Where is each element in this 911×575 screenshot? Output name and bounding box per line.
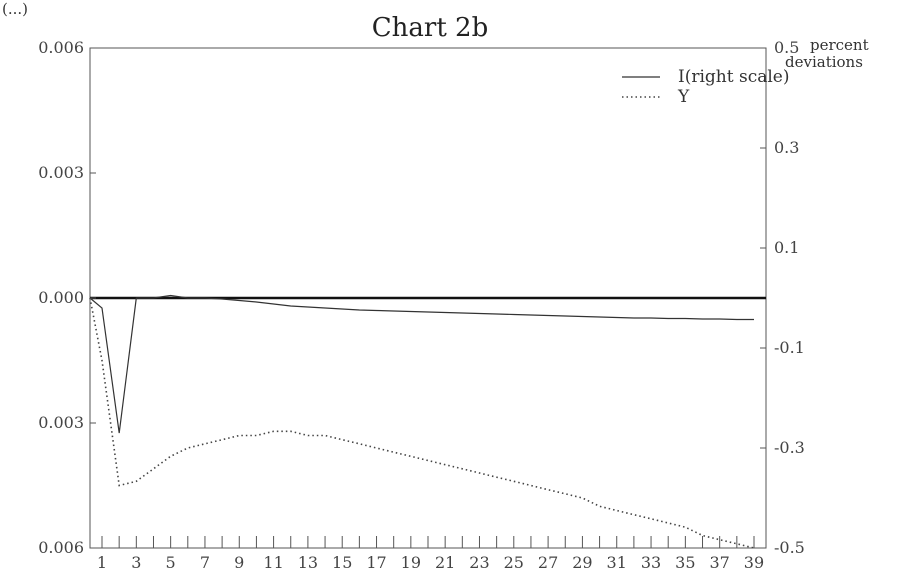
- right-axis-label-line1: percent: [810, 36, 869, 54]
- x-tick-label: 21: [435, 553, 455, 572]
- legend-label: I(right scale): [678, 67, 790, 87]
- x-tick-label: 17: [366, 553, 386, 572]
- x-tick-label: 3: [131, 553, 141, 572]
- x-tick-label: 35: [675, 553, 695, 572]
- right-tick-label: -0.5: [774, 538, 805, 557]
- series-line-investment: [89, 294, 754, 434]
- x-tick-label: 39: [744, 553, 764, 572]
- corner-label: (...): [2, 0, 28, 18]
- series-line-output: [89, 297, 755, 549]
- x-tick-label: 1: [97, 553, 107, 572]
- x-tick-label: 37: [709, 553, 729, 572]
- x-tick-label: 29: [572, 553, 592, 572]
- x-tick-label: 25: [504, 553, 524, 572]
- series-group: [89, 294, 755, 549]
- left-tick-label: 0.003: [38, 413, 84, 432]
- right-tick-label: -0.1: [774, 338, 805, 357]
- right-axis: 0.5 0.3 0.1 -0.1 -0.3 -0.5: [760, 38, 805, 557]
- x-tick-label: 11: [263, 553, 283, 572]
- left-tick-label: 0.000: [38, 288, 84, 307]
- x-tick-label: 7: [200, 553, 210, 572]
- right-axis-label-line2: deviations: [785, 53, 863, 71]
- chart-title: Chart 2b: [372, 13, 488, 43]
- left-tick-label: 0.003: [38, 163, 84, 182]
- left-tick-label: 0.006: [38, 38, 84, 57]
- left-axis: 0.006 0.003 0.000 0.003 0.006: [38, 38, 96, 557]
- left-tick-label: 0.006: [38, 538, 84, 557]
- x-tick-label: 19: [401, 553, 421, 572]
- right-tick-label: 0.5: [774, 38, 799, 57]
- legend: I(right scale)Y: [622, 67, 790, 107]
- x-tick-label: 15: [332, 553, 352, 572]
- right-tick-label: -0.3: [774, 438, 805, 457]
- x-tick-label: 5: [166, 553, 176, 572]
- x-tick-label: 13: [298, 553, 318, 572]
- x-tick-label: 31: [607, 553, 627, 572]
- right-tick-label: 0.1: [774, 238, 799, 257]
- legend-label: Y: [677, 87, 690, 107]
- right-tick-label: 0.3: [774, 138, 799, 157]
- x-tick-label: 23: [469, 553, 489, 572]
- x-tick-label: 33: [641, 553, 661, 572]
- x-tick-label: 9: [234, 553, 244, 572]
- x-axis: 1 3 5 7 9 11 13 15 17 19 21 23 25 27 29 31 33 35 37 39: [97, 536, 764, 572]
- x-tick-label: 27: [538, 553, 558, 572]
